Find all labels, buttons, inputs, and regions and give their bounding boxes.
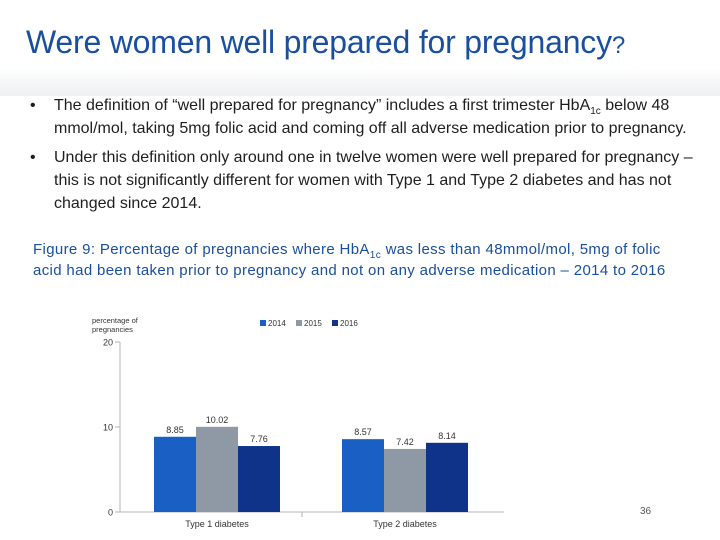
legend-swatch: [296, 320, 302, 326]
bullet-text: The definition of “well prepared for pre…: [54, 97, 591, 114]
bullet-text: Under this definition only around one in…: [54, 149, 693, 212]
slide-title-text: Were women well prepared for pregnancy: [26, 24, 612, 60]
legend-swatch: [260, 320, 266, 326]
slide-title: Were women well prepared for pregnancy?: [26, 24, 625, 61]
bullet-point-icon: •: [30, 149, 36, 166]
bullet-point-icon: •: [30, 97, 36, 114]
legend-label: 2014: [268, 319, 286, 328]
data-label: 8.14: [438, 431, 456, 441]
data-label: 7.42: [396, 437, 414, 447]
data-label: 10.02: [206, 415, 229, 425]
data-label: 8.57: [354, 427, 372, 437]
bar-2016-type2: [426, 442, 468, 512]
slide-number: 36: [640, 506, 652, 517]
legend-label: 2016: [340, 319, 358, 328]
caption-text: Figure 9: Percentage of pregnancies wher…: [33, 241, 370, 258]
bar-2016-type1: [238, 446, 280, 512]
bar-2014-type1: [154, 436, 196, 512]
legend-label: 2015: [304, 319, 322, 328]
bar-2014-type2: [342, 439, 384, 512]
bar-2015-type2: [384, 448, 426, 512]
y-tick-label: 10: [103, 423, 113, 433]
title-band: [0, 0, 720, 96]
data-label: 8.85: [166, 425, 184, 435]
data-label: 7.76: [250, 434, 268, 444]
legend-swatch: [332, 320, 338, 326]
y-axis-title: percentage of: [92, 316, 139, 325]
bar-2015-type1: [196, 426, 238, 512]
bullet-item-finding: • Under this definition only around one …: [24, 146, 694, 215]
bullet-item-definition: • The definition of “well prepared for p…: [24, 94, 694, 140]
x-category-label: Type 1 diabetes: [185, 519, 249, 529]
y-axis-title: pregnancies: [92, 325, 133, 334]
bullet-list: • The definition of “well prepared for p…: [24, 94, 694, 221]
slide-title-question-mark: ?: [611, 32, 626, 59]
bullet-text-continued: below 48 mmol/mol, taking 5mg folic acid…: [54, 97, 687, 137]
hba1c-subscript: 1c: [590, 106, 601, 118]
figure-caption: Figure 9: Percentage of pregnancies wher…: [33, 240, 683, 281]
y-tick-label: 20: [103, 338, 113, 348]
y-tick-label: 0: [108, 508, 113, 518]
caption-hba1c-subscript: 1c: [369, 250, 382, 261]
x-category-label: Type 2 diabetes: [373, 519, 437, 529]
caption-text-continued: was less than 48mmol/mol, 5mg of folic a…: [33, 241, 666, 279]
